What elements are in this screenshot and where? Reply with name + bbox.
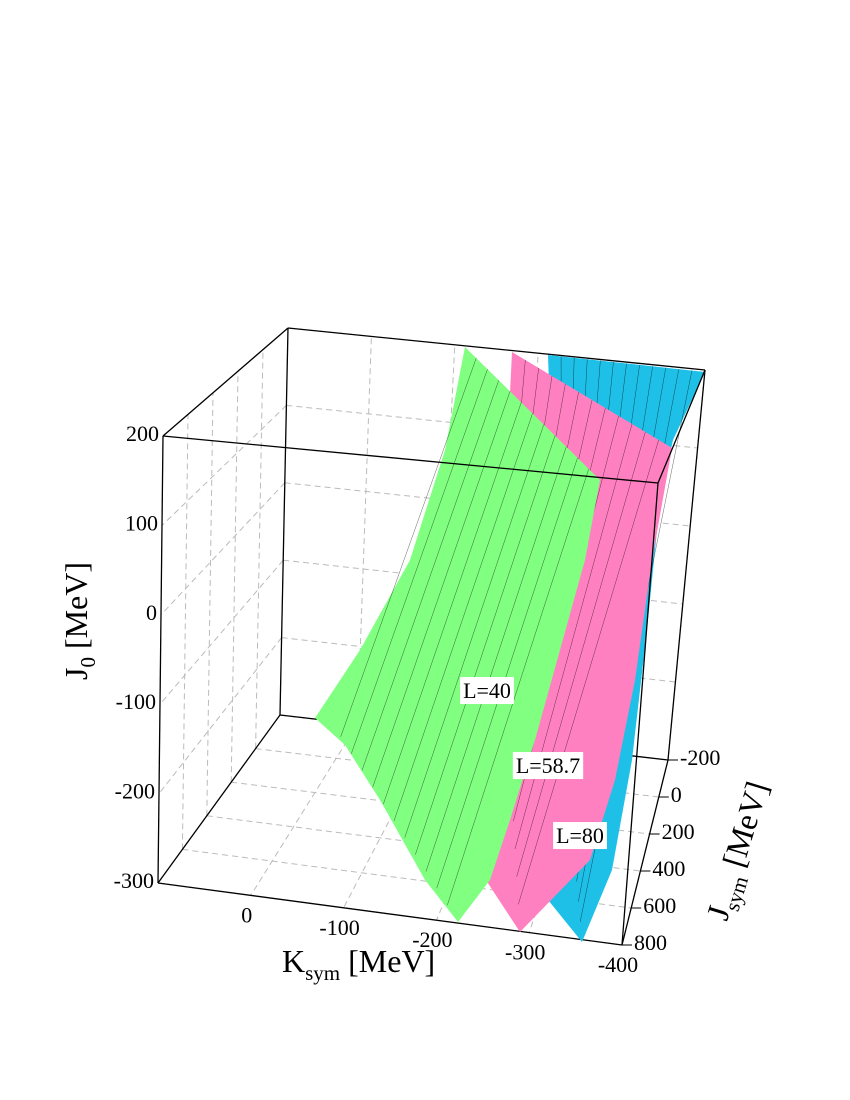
- z-tick-label: -300: [114, 868, 154, 893]
- box-edge: [157, 882, 623, 946]
- surface-label: L=40: [463, 678, 511, 703]
- label-box: [460, 677, 514, 705]
- box-edge: [287, 327, 706, 371]
- grid-line: [182, 848, 632, 909]
- y-tick-label: 800: [634, 930, 667, 955]
- mesh-line: [340, 357, 477, 737]
- grid-line: [250, 723, 359, 896]
- y-tick-label: 600: [643, 893, 676, 918]
- y-tick-label: 400: [652, 856, 685, 881]
- x-tick-label: -300: [505, 940, 545, 965]
- y-tick-label: -200: [680, 745, 720, 770]
- surface-label: L=80: [556, 823, 604, 848]
- box-edge: [162, 435, 659, 484]
- box-front: [162, 369, 706, 946]
- box-edge: [621, 482, 659, 946]
- x-label-symbol: K: [282, 943, 305, 979]
- surfaces: [315, 347, 705, 942]
- y-tick-label: 200: [662, 819, 695, 844]
- x-label-sub: sym: [305, 961, 340, 985]
- box-edge: [657, 369, 706, 484]
- surface-label: L=58.7: [516, 753, 580, 778]
- y-label-sub: sym: [720, 873, 753, 914]
- x-label-unit: [MeV]: [348, 943, 435, 979]
- label-box: [553, 822, 607, 850]
- grid-line: [158, 637, 282, 794]
- box-edge: [157, 435, 164, 884]
- x-tick-label: -200: [412, 927, 452, 952]
- mesh-line: [361, 380, 499, 771]
- box-edge: [667, 369, 706, 761]
- mesh-line: [425, 446, 567, 872]
- mesh-line: [447, 468, 589, 906]
- y-tick-label: 0: [671, 782, 682, 807]
- z-tick-label: -200: [115, 779, 155, 804]
- label-box: [512, 752, 584, 780]
- grid-line: [206, 392, 214, 816]
- mesh-line: [516, 431, 646, 877]
- box-edge: [621, 759, 669, 946]
- box-edge: [162, 327, 289, 437]
- x-tick-label: -100: [319, 915, 359, 940]
- x-axis-label: Ksym [MeV]: [282, 943, 435, 984]
- box-edge: [279, 327, 289, 716]
- mesh-line: [415, 435, 556, 855]
- z-tick-label: -100: [116, 689, 156, 714]
- grid-line: [161, 405, 287, 526]
- mesh-line: [436, 457, 578, 889]
- z-label-unit: [MeV]: [58, 562, 94, 649]
- y-label-unit: [MeV]: [716, 777, 776, 871]
- x-tick-label: -400: [598, 952, 638, 977]
- mesh-line: [372, 391, 511, 788]
- mesh-line: [518, 439, 659, 905]
- grid-line: [255, 349, 264, 749]
- grid-line: [181, 414, 189, 850]
- z-label-sub: 0: [76, 657, 100, 668]
- mesh-line: [383, 402, 522, 805]
- z-tick-label: 100: [125, 510, 158, 535]
- grid-line: [160, 482, 286, 616]
- z-tick-label: 200: [126, 421, 159, 446]
- z-label-symbol: J: [58, 668, 94, 680]
- labels: 0 -100 -200 -300 -400 -200 0 200 400 600 800 -300 -2…: [114, 421, 721, 977]
- x-tick-label: 0: [241, 902, 252, 927]
- y-axis-label: Jsym[MeV]: [699, 777, 780, 925]
- grid-line: [230, 371, 239, 783]
- mesh-line: [351, 369, 488, 754]
- z-axis-label: J0 [MeV]: [58, 562, 99, 680]
- grid-line: [159, 559, 284, 705]
- mesh-line: [393, 413, 533, 822]
- z-tick-label: 0: [146, 600, 157, 625]
- box-edge: [157, 714, 281, 884]
- mesh-line: [404, 424, 544, 838]
